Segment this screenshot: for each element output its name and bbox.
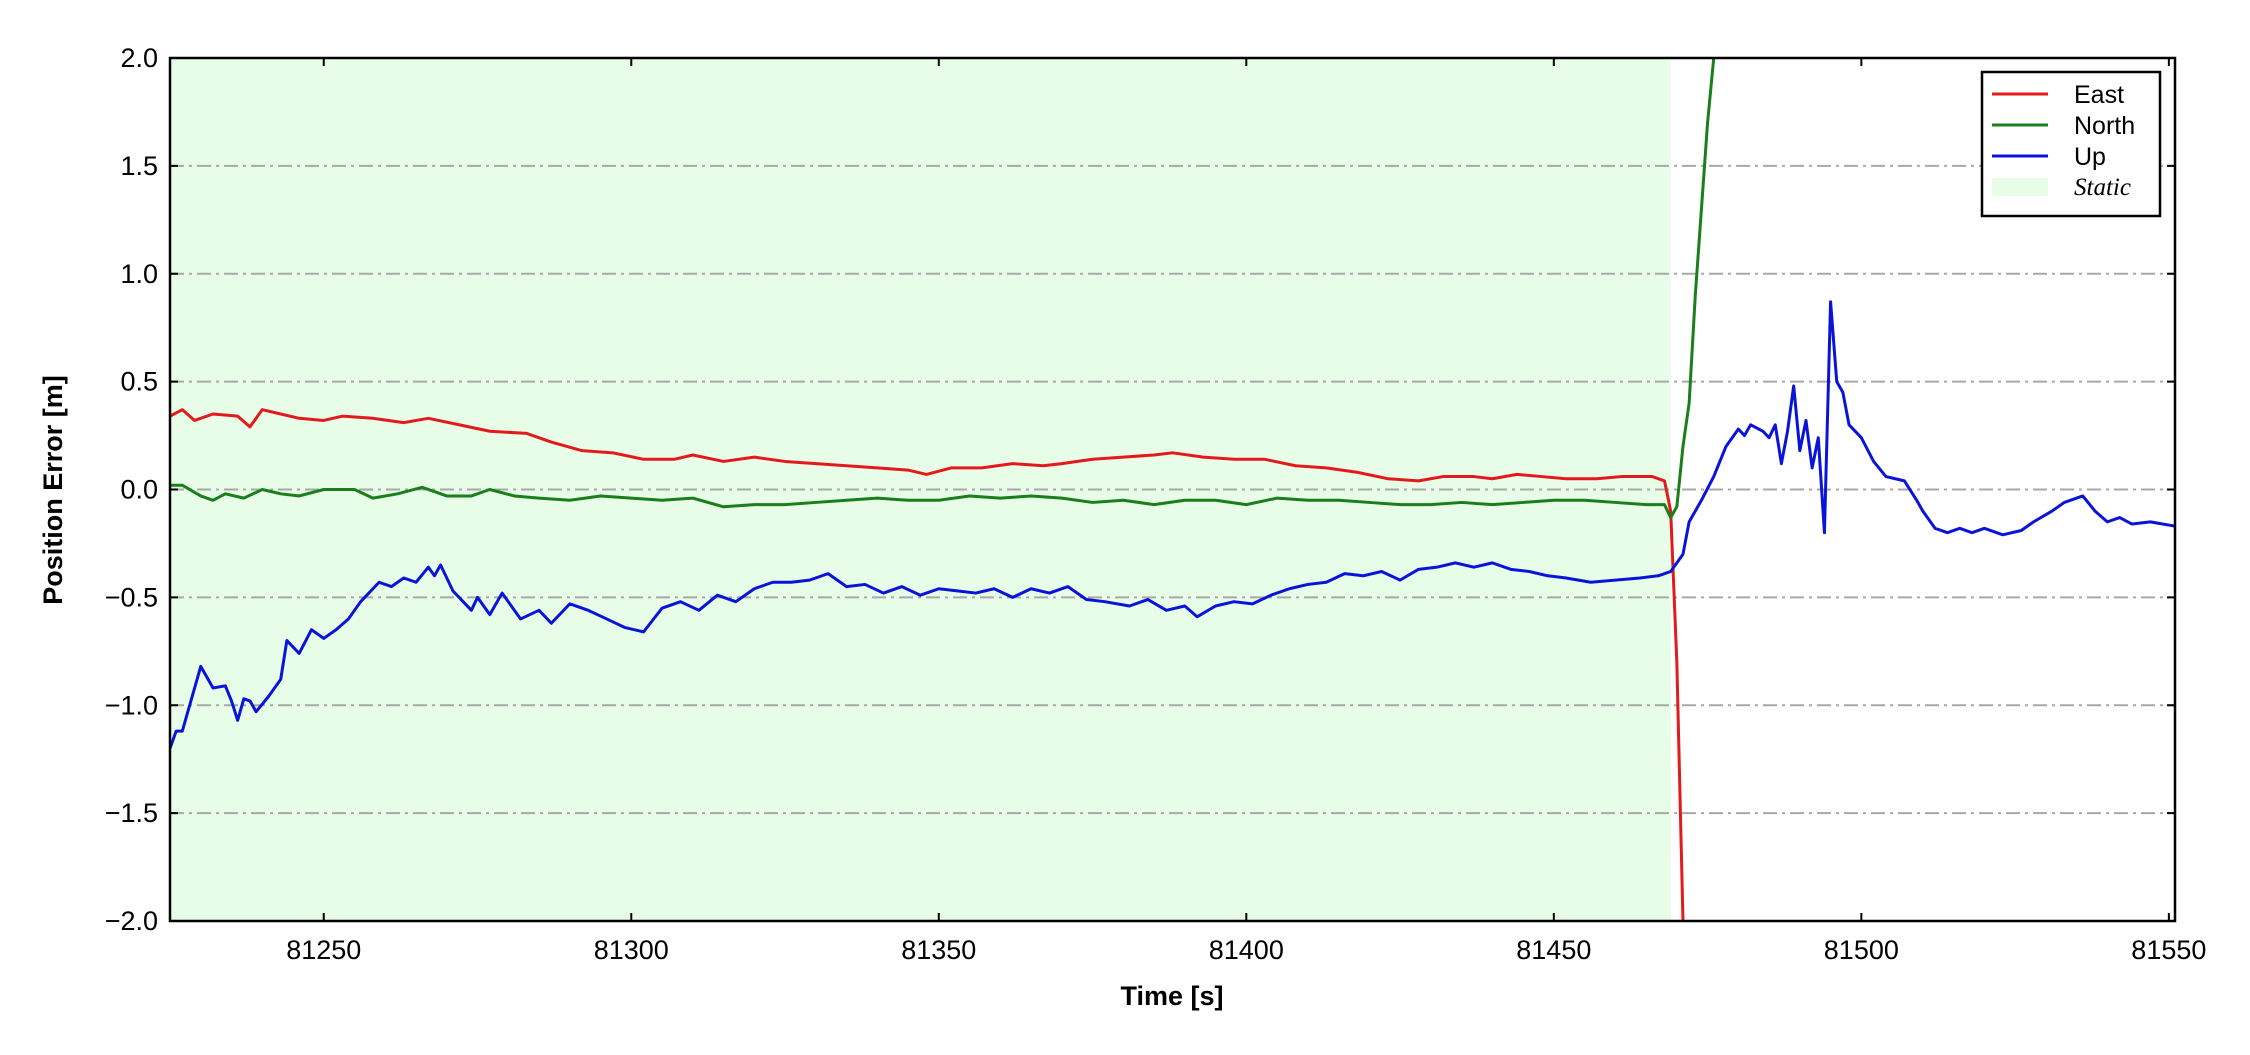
plot-frame bbox=[168, 56, 2177, 923]
y-tick-label: −0.5 bbox=[105, 582, 158, 612]
legend-label: East bbox=[2074, 81, 2124, 109]
x-tick-label: 81350 bbox=[901, 935, 976, 965]
x-tick-label: 81300 bbox=[594, 935, 669, 965]
y-tick-label: 2.0 bbox=[120, 43, 158, 73]
legend-swatch bbox=[1992, 178, 2048, 196]
series-line bbox=[170, 58, 1716, 520]
y-axis-label: Position Error [m] bbox=[38, 375, 68, 605]
legend-label: North bbox=[2074, 112, 2135, 140]
x-axis-label: Time [s] bbox=[1120, 981, 1223, 1011]
series-line bbox=[170, 300, 2175, 749]
y-tick-label: −1.5 bbox=[105, 798, 158, 828]
y-tick-label: 0.5 bbox=[120, 367, 158, 397]
y-tick-label: −1.0 bbox=[105, 690, 158, 720]
x-tick-label: 81550 bbox=[2131, 935, 2206, 965]
y-tick-label: 1.5 bbox=[120, 151, 158, 181]
x-tick-label: 81400 bbox=[1209, 935, 1284, 965]
y-tick-label: −2.0 bbox=[105, 906, 158, 936]
plot-lines bbox=[170, 58, 2175, 921]
y-tick-label: 1.0 bbox=[120, 259, 158, 289]
x-tick-label: 81250 bbox=[286, 935, 361, 965]
x-tick-label: 81450 bbox=[1516, 935, 1591, 965]
legend-label: Static bbox=[2074, 174, 2131, 201]
y-tick-label: 0.0 bbox=[120, 475, 158, 505]
x-tick-label: 81500 bbox=[1824, 935, 1899, 965]
series-line bbox=[170, 408, 1685, 921]
legend-label: Up bbox=[2074, 143, 2106, 171]
